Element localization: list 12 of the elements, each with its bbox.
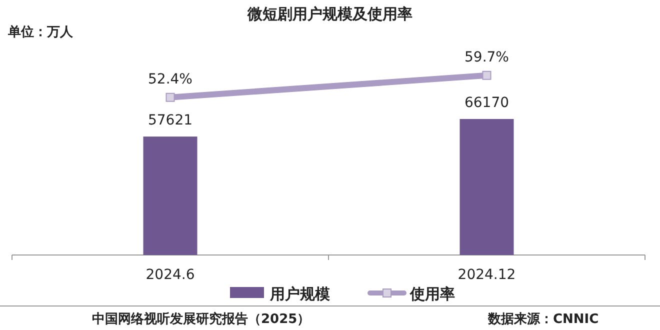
data-label: 59.7%	[464, 49, 509, 66]
x-tick-label: 2024.12	[458, 267, 516, 283]
legend-label: 用户规模	[269, 285, 331, 303]
data-label: 57621	[148, 112, 193, 129]
data-label: 66170	[464, 94, 510, 111]
legend-label: 使用率	[409, 285, 455, 303]
x-tick-label: 2024.6	[146, 267, 195, 283]
text: 中国网络视听发展研究报告（2025）	[92, 311, 310, 327]
data-label: 52.4%	[148, 71, 192, 88]
chart-title: 微短剧用户规模及使用率	[246, 5, 412, 23]
source-note: 数据来源：CNNIC	[487, 312, 599, 327]
text: 单位：万人	[7, 24, 74, 40]
